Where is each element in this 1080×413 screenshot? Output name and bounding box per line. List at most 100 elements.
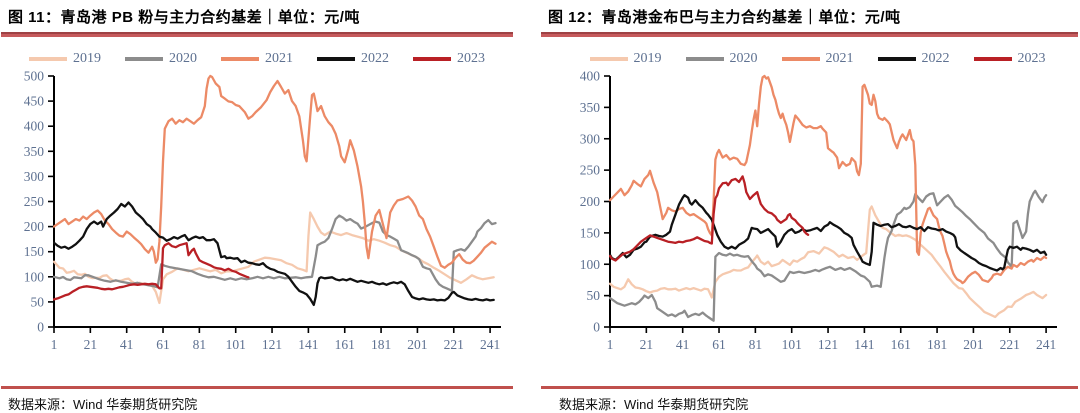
y-tick-label: 100: [580, 257, 601, 272]
legend-swatch-2021: [221, 57, 259, 61]
x-tick-label: 1: [51, 337, 58, 352]
x-tick-label: 121: [818, 337, 838, 352]
x-tick-label: 241: [480, 337, 500, 352]
series-line-2021: [53, 74, 497, 269]
x-tick-label: 141: [854, 337, 874, 352]
x-tick-label: 81: [193, 337, 207, 352]
y-tick-label: 250: [24, 194, 45, 209]
y-tick-label: 350: [24, 144, 45, 159]
data-source-note: 数据来源：Wind 华泰期货研究院: [559, 397, 749, 412]
chart-legend: 2019 2020 2021 2022 2023: [557, 50, 1078, 68]
chart-legend: 2019 2020 2021 2022 2023: [1, 50, 513, 68]
legend-label: 2019: [633, 51, 662, 66]
legend-item-2020: 2020: [125, 51, 197, 67]
x-tick-label: 161: [335, 337, 355, 352]
series-line-2023: [53, 242, 250, 301]
x-tick-label: 181: [371, 337, 391, 352]
chart-area: 2019 2020 2021 2022 2023 0 50 100 150 200 250 300 3…: [1, 50, 513, 373]
legend-item-2020: 2020: [685, 51, 758, 67]
y-tick-label: 200: [580, 194, 601, 209]
x-tick-label: 181: [927, 337, 947, 352]
x-tick-label: 21: [84, 337, 98, 352]
source-divider: [541, 386, 1078, 389]
legend-label: 2021: [265, 51, 293, 66]
x-tick-label: 241: [1036, 337, 1056, 352]
x-tick-label: 41: [120, 337, 134, 352]
series-line-2022: [609, 194, 1048, 272]
y-tick-label: 50: [587, 288, 601, 303]
x-tick-label: 221: [1000, 337, 1020, 352]
title-divider: [541, 32, 1078, 37]
legend-item-2022: 2022: [877, 51, 950, 67]
x-tick-label: 61: [712, 337, 726, 352]
y-tick-label: 250: [580, 163, 601, 178]
y-tick-label: 300: [580, 131, 601, 146]
figure-12: 图 12：青岛港金布巴与主力合约基差｜单位：元/吨 2019 2020 2021 20…: [541, 2, 1078, 413]
legend-swatch-2020: [125, 57, 163, 61]
legend-label: 2021: [825, 51, 854, 66]
x-tick-label: 121: [262, 337, 282, 352]
x-tick-label: 101: [782, 337, 802, 352]
legend-swatch-2019: [589, 57, 628, 61]
legend-swatch-2023: [973, 57, 1012, 61]
legend-label: 2022: [921, 51, 950, 66]
x-tick-label: 161: [891, 337, 911, 352]
source-divider: [1, 386, 513, 389]
legend-item-2021: 2021: [781, 51, 854, 67]
x-tick-label: 101: [226, 337, 246, 352]
y-tick-label: 350: [580, 100, 601, 115]
y-tick-label: 0: [37, 320, 44, 335]
y-tick-label: 500: [24, 69, 45, 84]
x-tick-label: 201: [407, 337, 427, 352]
x-tick-label: 221: [444, 337, 464, 352]
figure-12-title: 图 12：青岛港金布巴与主力合约基差｜单位：元/吨: [548, 9, 901, 26]
legend-item-2023: 2023: [413, 51, 485, 67]
series-line-2019: [609, 205, 1048, 319]
y-tick-label: 200: [24, 219, 45, 234]
legend-swatch-2022: [317, 57, 355, 61]
title-divider: [1, 32, 513, 37]
y-tick-label: 400: [580, 69, 601, 84]
x-tick-label: 41: [676, 337, 690, 352]
y-tick-label: 150: [580, 225, 601, 240]
legend-item-2022: 2022: [317, 51, 389, 67]
legend-label: 2020: [729, 51, 758, 66]
legend-swatch-2023: [413, 57, 451, 61]
figure-11: 图 11：青岛港 PB 粉与主力合约基差｜单位：元/吨 2019 2020 2021…: [1, 2, 513, 413]
legend-label: 2023: [1017, 51, 1046, 66]
figure-11-title: 图 11：青岛港 PB 粉与主力合约基差｜单位：元/吨: [8, 9, 360, 26]
x-tick-label: 61: [156, 337, 170, 352]
legend-label: 2022: [361, 51, 389, 66]
x-tick-label: 1: [607, 337, 614, 352]
y-tick-label: 0: [593, 320, 600, 335]
series-line-2021: [609, 74, 1048, 285]
series-line-2022: [53, 201, 495, 307]
y-tick-label: 50: [31, 294, 45, 309]
y-tick-label: 150: [24, 244, 45, 259]
series-line-2019: [53, 211, 495, 305]
y-tick-label: 450: [24, 94, 45, 109]
legend-swatch-2019: [29, 57, 67, 61]
x-tick-label: 21: [640, 337, 654, 352]
x-tick-label: 81: [749, 337, 763, 352]
legend-item-2019: 2019: [29, 51, 101, 67]
legend-swatch-2020: [685, 57, 724, 61]
legend-swatch-2021: [781, 57, 820, 61]
series-line-2020: [609, 189, 1048, 322]
legend-label: 2019: [73, 51, 101, 66]
legend-item-2019: 2019: [589, 51, 662, 67]
chart-area: 2019 2020 2021 2022 2023 0 50 100 150 200 250 300 3…: [541, 50, 1078, 373]
x-tick-label: 201: [963, 337, 983, 352]
y-tick-label: 400: [24, 119, 45, 134]
legend-swatch-2022: [877, 57, 916, 61]
legend-label: 2020: [169, 51, 197, 66]
legend-item-2021: 2021: [221, 51, 293, 67]
y-tick-label: 300: [24, 169, 45, 184]
series-line-2023: [609, 175, 810, 262]
y-tick-label: 100: [24, 269, 45, 284]
legend-item-2023: 2023: [973, 51, 1046, 67]
x-tick-label: 141: [298, 337, 318, 352]
